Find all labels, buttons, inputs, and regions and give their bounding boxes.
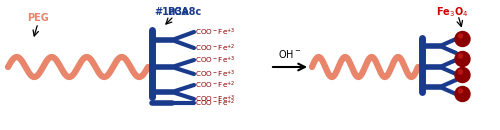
Text: PCA: PCA <box>167 7 189 17</box>
Circle shape <box>455 31 470 47</box>
Text: COO$^-$Fe$^{+3}$: COO$^-$Fe$^{+3}$ <box>195 93 235 105</box>
Circle shape <box>455 86 470 102</box>
Text: Fe$_3$O$_4$: Fe$_3$O$_4$ <box>436 5 468 19</box>
Text: OH$^-$: OH$^-$ <box>278 48 301 60</box>
Circle shape <box>455 67 470 83</box>
Text: COO$^-$Fe$^{+3}$: COO$^-$Fe$^{+3}$ <box>195 68 235 80</box>
Circle shape <box>455 51 470 67</box>
Text: COO$^-$Fe$^{+2}$: COO$^-$Fe$^{+2}$ <box>195 97 235 109</box>
Circle shape <box>458 70 462 74</box>
Text: PEG: PEG <box>27 13 49 23</box>
Text: COO$^-$Fe$^{+2}$: COO$^-$Fe$^{+2}$ <box>195 42 235 54</box>
Circle shape <box>458 89 462 93</box>
Text: COO$^-$Fe$^{+3}$: COO$^-$Fe$^{+3}$ <box>195 54 235 66</box>
Circle shape <box>458 34 462 38</box>
Text: COO$^-$Fe$^{+2}$: COO$^-$Fe$^{+2}$ <box>195 79 235 91</box>
Text: COO$^-$Fe$^{+3}$: COO$^-$Fe$^{+3}$ <box>195 26 235 38</box>
Text: #1a3a8c: #1a3a8c <box>154 7 202 17</box>
Circle shape <box>458 54 462 58</box>
